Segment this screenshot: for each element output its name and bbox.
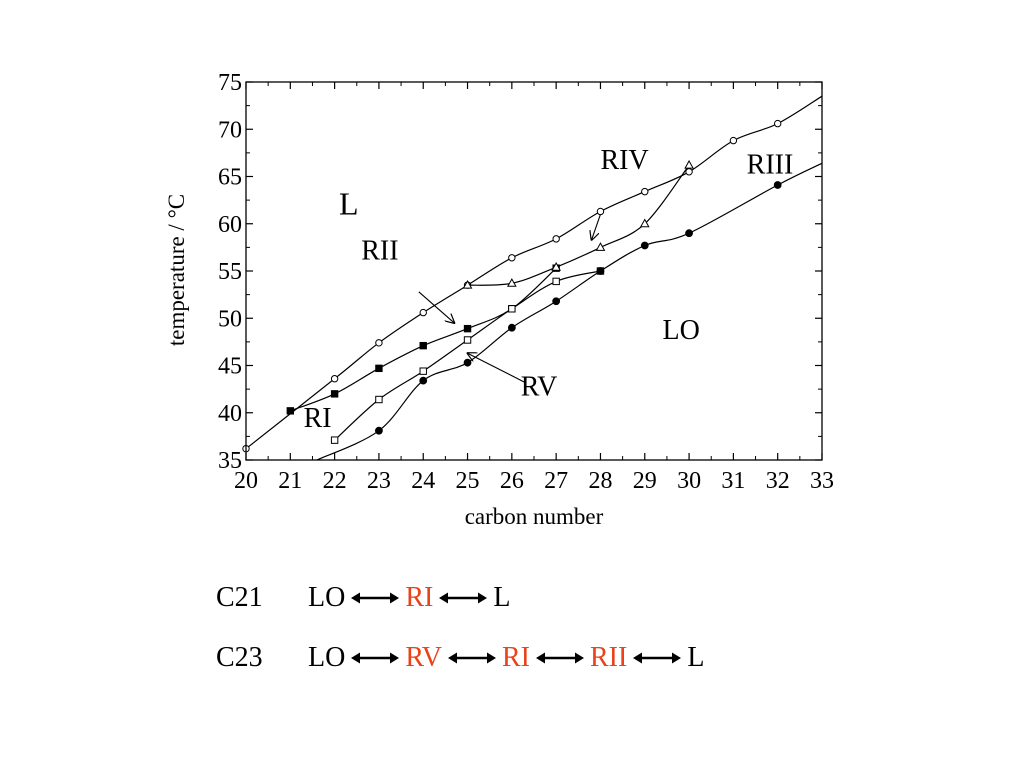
double-arrow-icon	[439, 592, 488, 604]
y-tick-label: 45	[218, 354, 242, 380]
region-label-layer: L LO RI RII RIII RIV RV	[304, 145, 794, 434]
region-label-rii: RII	[361, 236, 398, 267]
data-point	[419, 376, 428, 385]
data-point	[330, 390, 339, 398]
double-arrow-icon	[447, 652, 496, 664]
x-tick-label: 20	[234, 468, 258, 494]
region-label-riii: RIII	[747, 150, 794, 181]
data-point	[595, 242, 606, 251]
y-tick-label: 75	[218, 70, 242, 96]
phase-step-l: L	[687, 642, 705, 673]
data-point	[685, 229, 693, 238]
data-point	[375, 426, 383, 435]
phase-sequence-c23: C23 LO RV RI RII L	[216, 638, 704, 678]
sequence-label: C23	[216, 642, 263, 673]
region-label-riv: RIV	[600, 145, 648, 176]
region-label-ri: RI	[304, 403, 332, 434]
x-tick-label: 23	[367, 468, 391, 494]
annotation-arrow-rii	[418, 291, 454, 323]
region-label-lo: LO	[662, 315, 699, 346]
x-tick-label: 27	[544, 468, 568, 494]
x-tick-label: 29	[633, 468, 657, 494]
phase-step-l: L	[493, 582, 511, 613]
data-point	[463, 324, 472, 333]
data-point	[508, 254, 516, 262]
data-point	[596, 207, 605, 216]
annotation-arrow-rv	[468, 353, 526, 384]
annotation-arrow-riv	[592, 214, 601, 240]
data-point	[640, 241, 649, 250]
data-point	[419, 341, 427, 350]
double-arrow-icon	[633, 652, 682, 664]
phase-step-lo: LO	[308, 582, 346, 613]
data-point	[552, 235, 560, 243]
y-tick-label: 55	[218, 259, 242, 285]
data-point	[330, 375, 339, 383]
phase-step-rii: RII	[589, 642, 628, 673]
phase-sequence-c21: C21 LO RI L	[216, 578, 510, 618]
data-point	[419, 367, 427, 375]
double-arrow-icon	[535, 652, 584, 664]
phase-step-lo: LO	[308, 642, 346, 673]
data-point	[375, 339, 383, 347]
series-line-rv	[334, 270, 601, 441]
y-tick-label: 70	[218, 117, 242, 143]
y-tick-label: 35	[218, 448, 242, 474]
region-label-rv: RV	[521, 372, 558, 403]
y-tick-label: 50	[218, 306, 242, 332]
x-tick-label: 25	[456, 468, 480, 494]
data-point	[729, 136, 738, 145]
annotation-layer	[418, 214, 601, 384]
data-point	[462, 279, 473, 289]
x-tick-label: 21	[278, 468, 302, 494]
x-tick-label: 24	[411, 468, 435, 494]
data-point	[552, 297, 561, 306]
data-point	[639, 218, 650, 228]
data-point	[375, 395, 383, 404]
data-point	[508, 305, 516, 313]
y-axis-label: temperature / °C	[164, 194, 189, 346]
data-point	[330, 436, 339, 444]
data-point	[506, 278, 517, 287]
data-point	[551, 261, 562, 271]
x-tick-label: 30	[677, 468, 701, 494]
double-arrow-icon	[351, 652, 400, 664]
axes-layer: 20 21 22 23 24 25 26 27 28 29 30 31 32 33 35 40 45 50 55 60…	[218, 70, 834, 494]
series-layer	[242, 95, 823, 461]
data-point	[286, 407, 295, 415]
x-tick-label: 31	[721, 468, 745, 494]
sequence-label: C21	[216, 582, 263, 613]
x-tick-label: 22	[323, 468, 347, 494]
phase-step-rv: RV	[405, 642, 442, 673]
series-line-ri-rii	[290, 267, 557, 412]
data-point	[507, 323, 516, 332]
data-point	[419, 308, 427, 317]
x-tick-label: 32	[766, 468, 790, 494]
data-point	[375, 364, 383, 373]
data-point	[463, 336, 472, 344]
data-point	[773, 181, 782, 189]
data-point	[552, 277, 560, 286]
data-point	[463, 358, 472, 367]
phase-step-ri: RI	[405, 582, 434, 613]
y-tick-label: 60	[218, 212, 242, 238]
data-point	[773, 119, 782, 128]
series-line-lo	[316, 162, 823, 461]
data-point	[641, 187, 649, 196]
data-point	[596, 267, 605, 275]
y-tick-label: 40	[218, 401, 242, 427]
phase-step-ri: RI	[501, 642, 530, 673]
x-tick-label: 28	[588, 468, 612, 494]
phase-diagram-chart: 20 21 22 23 24 25 26 27 28 29 30 31 32 33 35 40 45 50 55 60…	[164, 70, 834, 529]
y-tick-label: 65	[218, 165, 242, 191]
x-axis-label: carbon number	[465, 504, 604, 529]
x-tick-label: 26	[500, 468, 524, 494]
data-point	[685, 168, 693, 176]
region-label-l: L	[339, 185, 359, 221]
double-arrow-icon	[351, 592, 400, 604]
data-point	[684, 159, 694, 169]
x-tick-label: 33	[810, 468, 834, 494]
